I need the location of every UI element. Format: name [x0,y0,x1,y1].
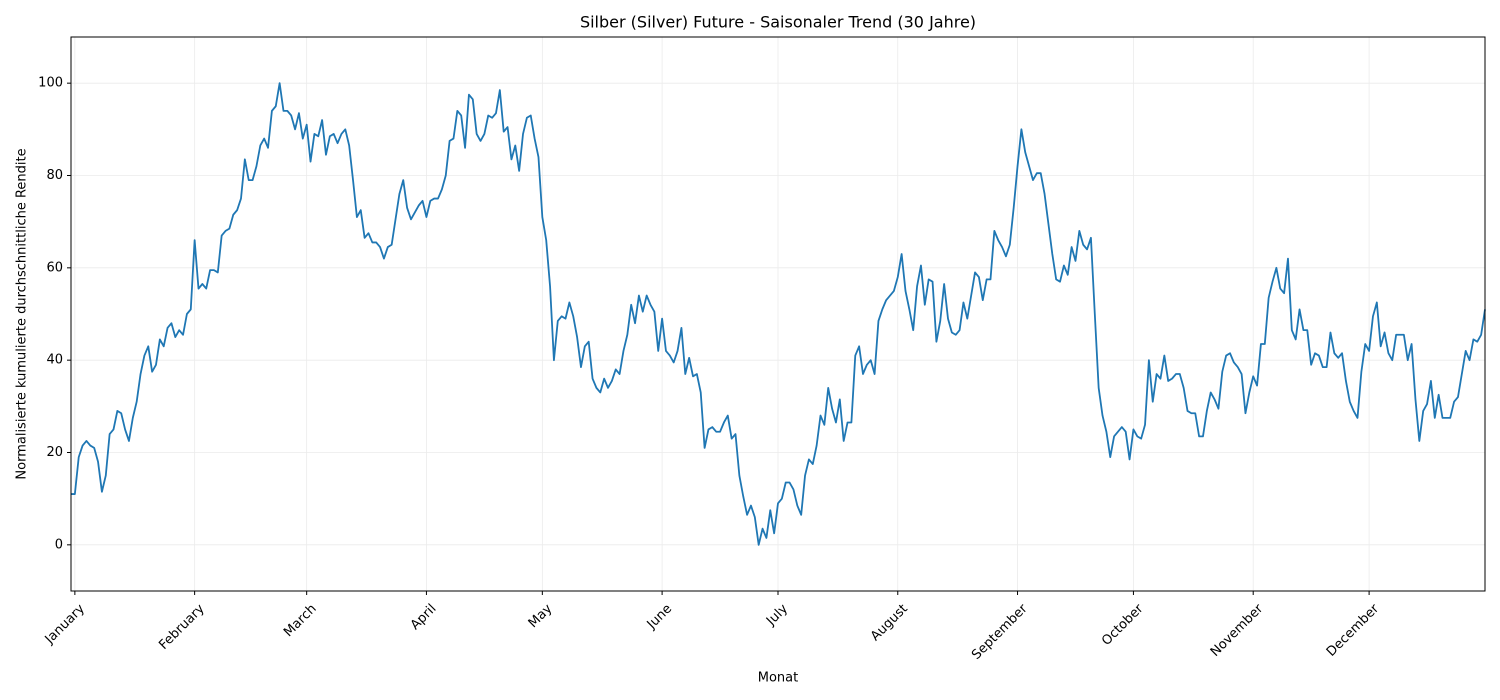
x-tick-label: September [969,601,1031,663]
chart-title: Silber (Silver) Future - Saisonaler Tren… [580,13,976,32]
x-tick-label: February [156,601,208,653]
y-tick-label: 80 [46,168,63,183]
y-tick-label: 40 [46,353,63,368]
x-tick-label: March [281,601,320,640]
x-tick-label: July [763,601,791,629]
x-tick-label: November [1208,601,1267,660]
y-tick-label: 100 [38,76,63,91]
y-tick-label: 0 [55,537,63,552]
x-tick-label: June [644,601,675,632]
y-axis-label: Normalisierte kumulierte durchschnittlic… [15,148,30,479]
y-tick-label: 20 [46,445,63,460]
x-tick-label: October [1099,601,1147,649]
x-tick-label: January [42,601,88,647]
x-tick-label: August [868,601,911,644]
x-axis-label: Monat [758,671,798,686]
data-line [71,82,1486,546]
y-tick-label: 60 [46,260,63,275]
x-tick-label: May [526,601,556,631]
plot-frame [70,36,1486,592]
x-tick-label: December [1324,601,1383,660]
x-tick-label: April [408,601,440,633]
